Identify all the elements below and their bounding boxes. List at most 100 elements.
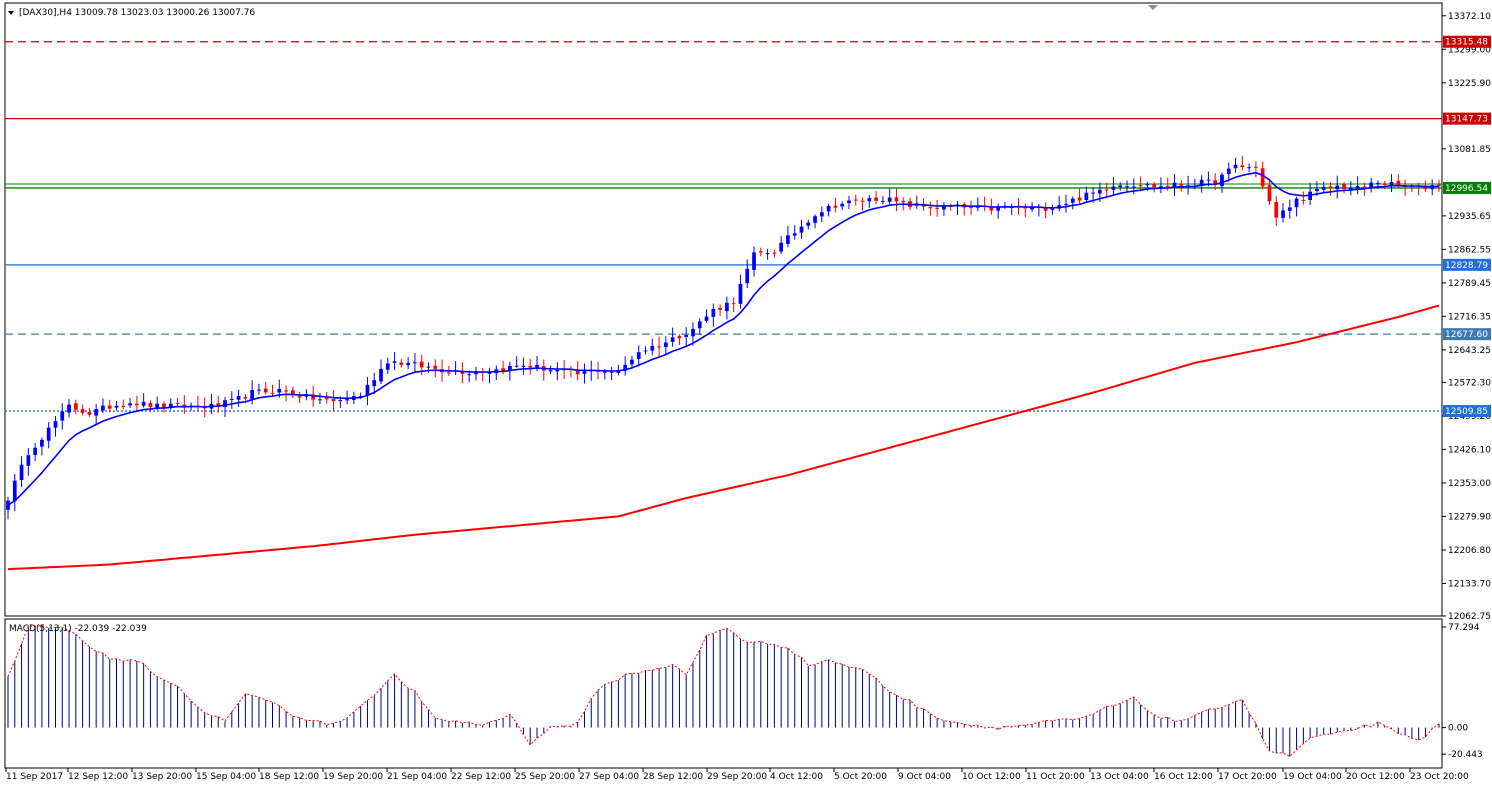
candle-body [1030,207,1034,210]
candle-body [318,399,322,401]
shift-marker-icon [1148,5,1158,10]
candle-body [528,365,533,368]
candle-body [474,371,478,375]
candle-body [1220,174,1224,187]
candle-body [1145,183,1150,186]
candle-body [623,364,628,371]
candle-body [1179,183,1184,186]
candle-body [1070,198,1075,203]
candle-body [969,207,973,209]
candle-body [1321,186,1326,190]
candle-body [1098,189,1102,194]
candle-body [216,403,221,406]
candle-body [1335,185,1340,190]
candle-body [433,365,438,369]
candle-body [677,336,682,339]
x-tick-label: 9 Oct 04:00 [898,772,951,782]
candle-body [40,439,44,447]
candle-body [290,390,295,396]
y-tick-label: 12206.80 [1448,546,1491,556]
candle-body [819,212,824,217]
candle-body [704,316,709,321]
macd-tick-label: 77.294 [1448,623,1480,633]
candle-body [33,447,37,455]
x-tick-label: 21 Sep 04:00 [387,772,447,782]
candle-body [1274,201,1279,218]
candle-body [399,362,404,365]
candle-body [101,405,105,411]
candle-body [141,401,146,406]
candle-body [881,200,885,202]
candle-body [942,204,946,210]
candle-body [419,361,424,368]
candle-body [372,380,377,387]
candle-body [1172,182,1177,188]
y-tick-label: 12426.10 [1448,445,1491,455]
macd-label: MACD(5,13,1) -22.039 -22.039 [9,624,147,634]
candle-body [1294,198,1299,208]
level-tag [1443,181,1491,194]
candle-body [148,403,153,408]
candle-body [6,500,10,510]
candle-body [745,268,750,284]
candle-body [236,395,241,400]
candle-body [792,233,797,236]
candle-body [1362,186,1367,188]
level-tag [1443,35,1491,48]
candle-body [345,399,349,401]
candle-body [1125,186,1129,188]
candle-body [867,198,872,202]
level-tag-label: 12828.79 [1445,261,1488,271]
candle-body [650,345,655,351]
candle-body [229,398,234,400]
candle-body [12,480,17,502]
candle-body [1064,203,1068,205]
candle-body [1342,184,1346,190]
candle-body [284,390,288,392]
x-tick-label: 12 Sep 12:00 [68,772,128,782]
candle-body [860,200,865,202]
candle-body [575,369,580,375]
candle-body [60,411,65,421]
level-tag [1443,258,1491,271]
y-tick-label: 13299.00 [1448,45,1491,55]
candle-body [1138,185,1143,187]
candle-body [1267,185,1272,202]
candle-body [609,371,614,373]
candle-body [833,205,838,208]
candle-body [799,226,804,233]
y-tick-label: 12789.45 [1448,279,1491,289]
x-tick-label: 19 Oct 04:00 [1283,772,1342,782]
x-tick-label: 10 Oct 12:00 [962,772,1021,782]
candle-body [535,364,539,368]
candle-body [1233,164,1238,169]
x-tick-label: 19 Sep 20:00 [323,772,383,782]
candle-body [928,207,933,209]
candle-body [602,371,607,373]
x-tick-label: 20 Oct 12:00 [1346,772,1405,782]
y-tick-label: 13372.10 [1448,12,1491,22]
x-tick-label: 25 Sep 20:00 [515,772,575,782]
candle-body [107,405,112,409]
candle-body [263,388,268,393]
candle-body [806,222,811,226]
candle-body [1165,186,1170,188]
candle-body [657,346,661,348]
level-tag-label: 13315.48 [1445,38,1488,48]
candle-body [521,365,526,367]
candle-body [1315,189,1319,191]
level-tag-label: 13147.73 [1445,115,1488,125]
candle-body [514,365,519,367]
x-tick-label: 4 Oct 12:00 [770,772,823,782]
x-tick-label: 28 Sep 12:00 [643,772,703,782]
y-tick-label: 13081.85 [1448,145,1491,155]
candle-body [1159,186,1163,188]
candle-body [786,235,790,244]
x-tick-label: 23 Oct 20:00 [1410,772,1469,782]
candle-body [887,197,892,202]
y-tick-label: 12572.30 [1448,378,1491,388]
candle-body [555,369,560,372]
candle-body [1301,199,1306,201]
candle-body [446,372,451,374]
